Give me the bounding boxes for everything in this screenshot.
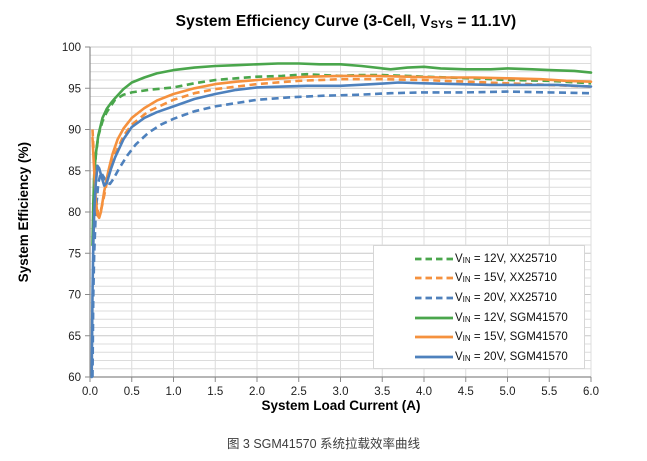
- y-tick-label: 75: [68, 248, 81, 260]
- figure-caption: 图 3 SGM41570 系统拉载效率曲线: [226, 437, 421, 451]
- x-tick-label: 4.5: [458, 386, 474, 398]
- legend-item: VIN = 12V, XX25710: [374, 249, 584, 269]
- y-tick-label: 85: [68, 166, 81, 178]
- x-tick-label: 0.5: [124, 386, 140, 398]
- x-tick-label: 5.0: [500, 386, 516, 398]
- legend-line-sample: [415, 355, 453, 359]
- legend-item: VIN = 15V, XX25710: [374, 269, 584, 289]
- x-tick-label: 4.0: [416, 386, 432, 398]
- legend-label: VIN = 20V, XX25710: [455, 291, 557, 304]
- chart-title-text: System Efficiency Curve (3-Cell, V: [175, 13, 431, 30]
- legend-item: VIN = 20V, XX25710: [374, 288, 584, 308]
- legend-label: VIN = 12V, SGM41570: [455, 311, 568, 324]
- legend-line-sample: [415, 276, 453, 280]
- legend-label: VIN = 15V, SGM41570: [455, 331, 568, 344]
- chart-title-subscript: SYS: [430, 19, 453, 31]
- series-line-vin-12v-sgm41570: [91, 62, 593, 247]
- chart-title: System Efficiency Curve (3-Cell, VSYS = …: [90, 13, 602, 31]
- y-tick-label: 95: [68, 83, 81, 95]
- x-tick-label: 3.0: [333, 386, 349, 398]
- chart-title-suffix: = 11.1V): [452, 13, 517, 30]
- y-tick-label: 65: [68, 331, 81, 343]
- series-line-vin-20v-sgm41570: [90, 81, 593, 379]
- legend-item: VIN = 20V, SGM41570: [374, 347, 584, 367]
- legend-line-sample: [415, 335, 453, 339]
- plot-svg: 0.0 0.5 1.0 1.5 2.0 2.5 3.0 3.5 4.0 4.5 5.0 5.5 6.0 6…: [62, 42, 599, 398]
- series-line-vin-15v-xx25710: [91, 77, 592, 217]
- x-tick-label: 2.0: [249, 386, 265, 398]
- x-axis-title: System Load Current (A): [261, 398, 421, 413]
- x-tick-label: 1.0: [166, 386, 182, 398]
- y-axis-title-text: System Efficiency (%): [16, 141, 31, 283]
- legend-label: VIN = 12V, XX25710: [455, 252, 557, 265]
- y-tick-label: 60: [68, 372, 81, 384]
- x-tick-label: 2.5: [291, 386, 307, 398]
- legend-item: VIN = 12V, SGM41570: [374, 308, 584, 328]
- x-tick-label: 0.0: [82, 386, 98, 398]
- x-tick-label: 6.0: [583, 386, 599, 398]
- y-tick-label: 90: [68, 125, 81, 137]
- y-tick-label: 70: [68, 290, 81, 302]
- chart-legend: VIN = 12V, XX25710 VIN = 15V, XX25710 VIN …: [373, 245, 585, 369]
- x-tick-label: 5.5: [541, 386, 557, 398]
- legend-label: VIN = 15V, XX25710: [455, 272, 557, 285]
- y-tick-label: 100: [62, 42, 81, 54]
- series-line-vin-15v-sgm41570: [91, 74, 593, 220]
- legend-label: VIN = 20V, SGM41570: [455, 350, 568, 363]
- legend-item: VIN = 15V, SGM41570: [374, 327, 584, 347]
- y-tick-label: 80: [68, 207, 81, 219]
- legend-line-sample: [415, 316, 453, 319]
- y-axis-title: System Efficiency (%): [16, 47, 31, 377]
- x-tick-label: 3.5: [374, 386, 390, 398]
- legend-line-sample: [415, 296, 453, 300]
- x-tick-label: 1.5: [207, 386, 223, 398]
- legend-line-sample: [415, 257, 453, 261]
